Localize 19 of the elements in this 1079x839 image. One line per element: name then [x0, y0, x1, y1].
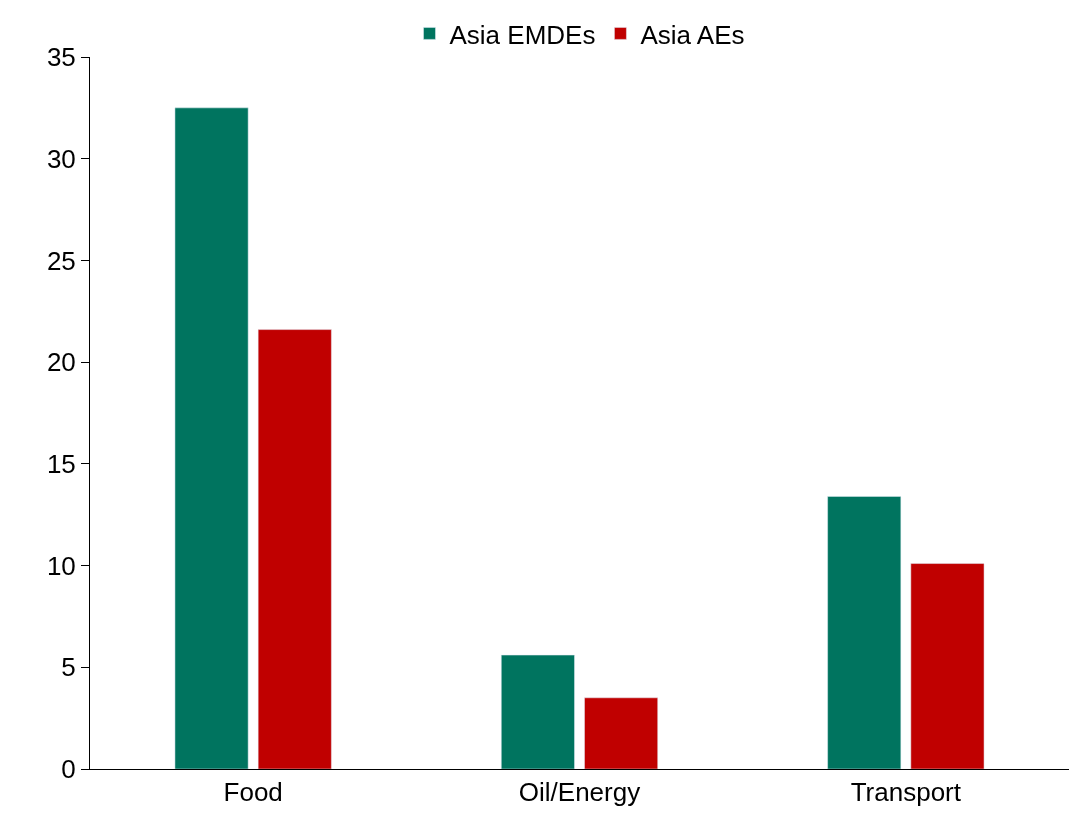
y-tick-label: 15 — [46, 448, 76, 479]
bar — [501, 654, 575, 769]
bar — [910, 563, 985, 769]
bar — [584, 697, 658, 769]
bar — [174, 107, 249, 769]
legend-label: Asia AEs — [640, 19, 745, 50]
y-tick-label: 35 — [46, 42, 76, 73]
y-tick-label: 25 — [46, 245, 76, 276]
y-tick-label: 30 — [46, 143, 76, 174]
y-tick-label: 10 — [46, 550, 76, 581]
x-tick-label: Oil/Energy — [518, 777, 641, 808]
y-tick-label: 20 — [46, 347, 76, 378]
bar — [827, 496, 902, 769]
legend-label: Asia EMDEs — [449, 19, 596, 50]
x-tick-label: Transport — [850, 777, 962, 808]
y-tick-label: 0 — [61, 754, 76, 785]
y-tick-label: 5 — [61, 652, 76, 683]
x-tick-label: Food — [223, 777, 283, 808]
bar — [257, 329, 332, 769]
